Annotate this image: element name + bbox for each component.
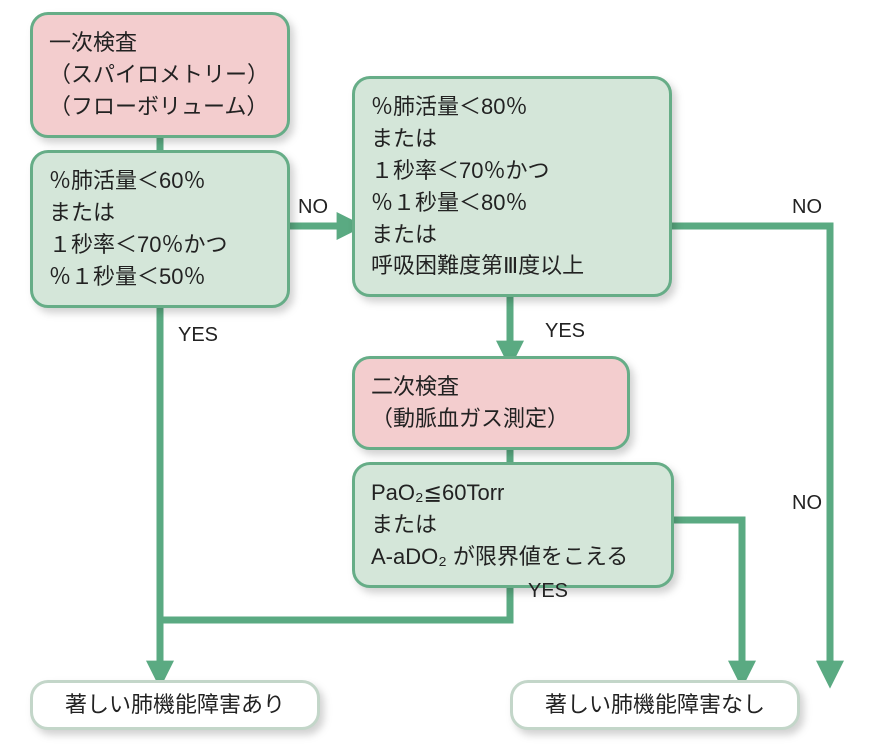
node-text-line: ％１秒量＜80％ (371, 187, 653, 219)
node-text-line: 著しい肺機能障害あり (65, 689, 285, 721)
node-text-line: PaO₂≦60Torr (371, 477, 655, 509)
node-n2: ％肺活量＜60％または１秒率＜70％かつ％１秒量＜50％ (30, 150, 290, 308)
node-r_no: 著しい肺機能障害なし (510, 680, 800, 730)
node-text-line: 著しい肺機能障害なし (545, 689, 765, 721)
node-text-line: （動脈血ガス測定） (371, 403, 611, 435)
node-text-line: １秒率＜70％かつ (371, 155, 653, 187)
edge-label-3: YES (545, 320, 585, 343)
node-n3: ％肺活量＜80％または１秒率＜70％かつ％１秒量＜80％または呼吸困難度第Ⅲ度以… (352, 76, 672, 297)
node-text-line: 二次検査 (371, 371, 611, 403)
edge-label-2: YES (178, 324, 218, 347)
node-r_yes: 著しい肺機能障害あり (30, 680, 320, 730)
node-text-line: または (371, 123, 653, 155)
node-text-line: ％肺活量＜80％ (371, 91, 653, 123)
node-text-line: ％肺活量＜60％ (49, 165, 271, 197)
node-n5: PaO₂≦60TorrまたはA-aDO₂ が限界値をこえる (352, 462, 674, 588)
node-text-line: ％１秒量＜50％ (49, 261, 271, 293)
edge-label-6: NO (792, 492, 822, 515)
edge-label-1: NO (298, 196, 328, 219)
node-text-line: （フローボリューム） (49, 91, 271, 123)
node-n4: 二次検査（動脈血ガス測定） (352, 356, 630, 450)
node-text-line: または (371, 509, 655, 541)
edge-label-7: YES (528, 580, 568, 603)
node-text-line: （スパイロメトリー） (49, 59, 271, 91)
flowchart-canvas: 一次検査（スパイロメトリー）（フローボリューム）％肺活量＜60％または１秒率＜7… (0, 0, 892, 756)
node-text-line: A-aDO₂ が限界値をこえる (371, 541, 655, 573)
node-text-line: または (371, 219, 653, 251)
edge-label-5: NO (792, 196, 822, 219)
node-n1: 一次検査（スパイロメトリー）（フローボリューム） (30, 12, 290, 138)
node-text-line: または (49, 197, 271, 229)
node-text-line: 呼吸困難度第Ⅲ度以上 (371, 250, 653, 282)
node-text-line: １秒率＜70％かつ (49, 229, 271, 261)
node-text-line: 一次検査 (49, 27, 271, 59)
